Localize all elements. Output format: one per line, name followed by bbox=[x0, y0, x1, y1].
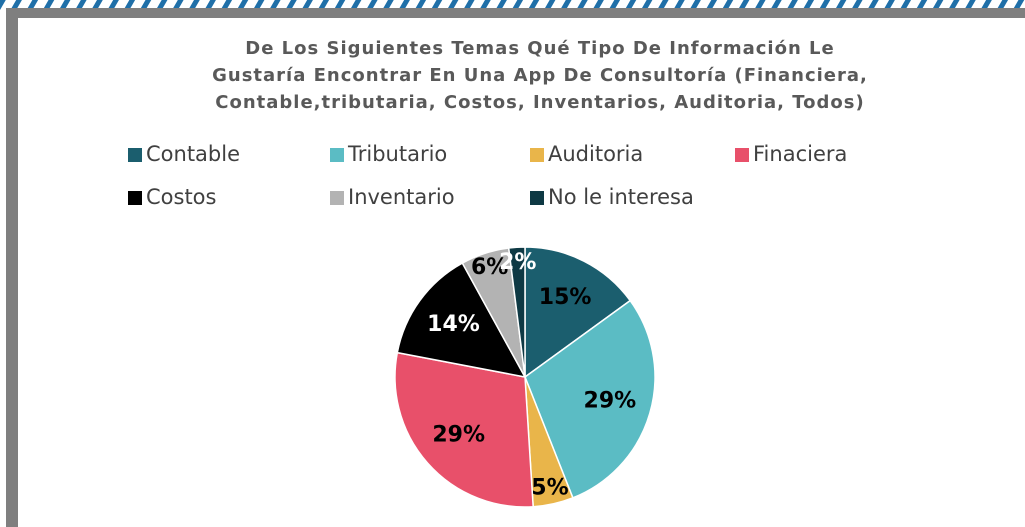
legend-swatch bbox=[330, 191, 344, 205]
legend-label: Finaciera bbox=[753, 142, 847, 166]
legend-label: Costos bbox=[146, 185, 216, 209]
legend-swatch bbox=[128, 148, 142, 162]
frame-left bbox=[6, 8, 18, 527]
legend-label: Inventario bbox=[348, 185, 455, 209]
slice-label: 6% bbox=[471, 255, 508, 280]
slice-label: 2% bbox=[499, 250, 536, 275]
legend-label: No le interesa bbox=[548, 185, 694, 209]
slice-label: 15% bbox=[539, 285, 592, 310]
frame-top bbox=[6, 8, 1025, 18]
slice-label: 29% bbox=[584, 389, 637, 414]
legend-swatch bbox=[530, 191, 544, 205]
slice-label: 14% bbox=[427, 312, 480, 337]
legend-swatch bbox=[330, 148, 344, 162]
pie-slice bbox=[396, 262, 527, 379]
slice-label: 5% bbox=[531, 476, 568, 501]
legend-swatch bbox=[735, 148, 749, 162]
legend-label: Tributario bbox=[347, 142, 447, 166]
chart-title: De Los Siguientes Temas Qué Tipo De Info… bbox=[212, 38, 868, 113]
legend-swatch bbox=[530, 148, 544, 162]
pie-slice bbox=[524, 299, 656, 499]
decor-strip bbox=[0, 0, 1025, 10]
pie-slice bbox=[507, 246, 526, 378]
slice-label: 29% bbox=[432, 422, 485, 447]
legend-label: Contable bbox=[146, 142, 240, 166]
legend-label: Auditoria bbox=[548, 142, 643, 166]
pie-slice bbox=[524, 246, 632, 379]
pie-slice bbox=[394, 351, 534, 508]
legend-swatch bbox=[128, 191, 142, 205]
